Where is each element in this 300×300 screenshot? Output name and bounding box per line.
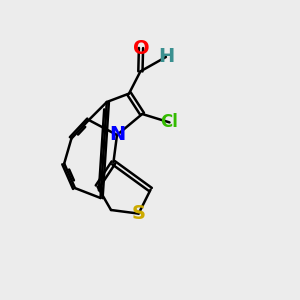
- Text: H: H: [158, 47, 174, 67]
- Text: O: O: [133, 38, 149, 58]
- Text: S: S: [132, 204, 145, 223]
- Text: N: N: [109, 125, 125, 145]
- Text: Cl: Cl: [160, 113, 178, 131]
